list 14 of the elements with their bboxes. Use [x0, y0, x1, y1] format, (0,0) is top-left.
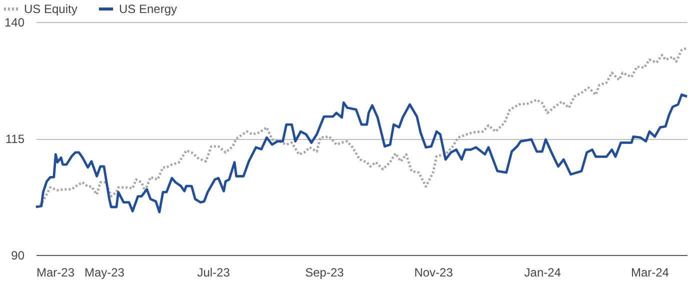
legend-label: US Equity	[24, 2, 78, 16]
y-tick-label: 90	[11, 248, 25, 262]
y-tick-label: 115	[5, 132, 25, 146]
y-tick-label: 140	[4, 16, 25, 30]
x-tick-label: May-23	[84, 266, 125, 280]
line-series	[34, 93, 688, 214]
x-tick-label: Sep-23	[305, 266, 344, 280]
x-tick-label: Mar-23	[36, 266, 75, 280]
line-series	[34, 46, 688, 208]
legend-label: US Energy	[119, 2, 178, 16]
x-tick-label: Mar-24	[630, 266, 670, 280]
x-tick-label: Jul-23	[197, 266, 230, 280]
x-tick-label: Jan-24	[524, 266, 562, 280]
x-tick-label: Nov-23	[414, 266, 454, 280]
